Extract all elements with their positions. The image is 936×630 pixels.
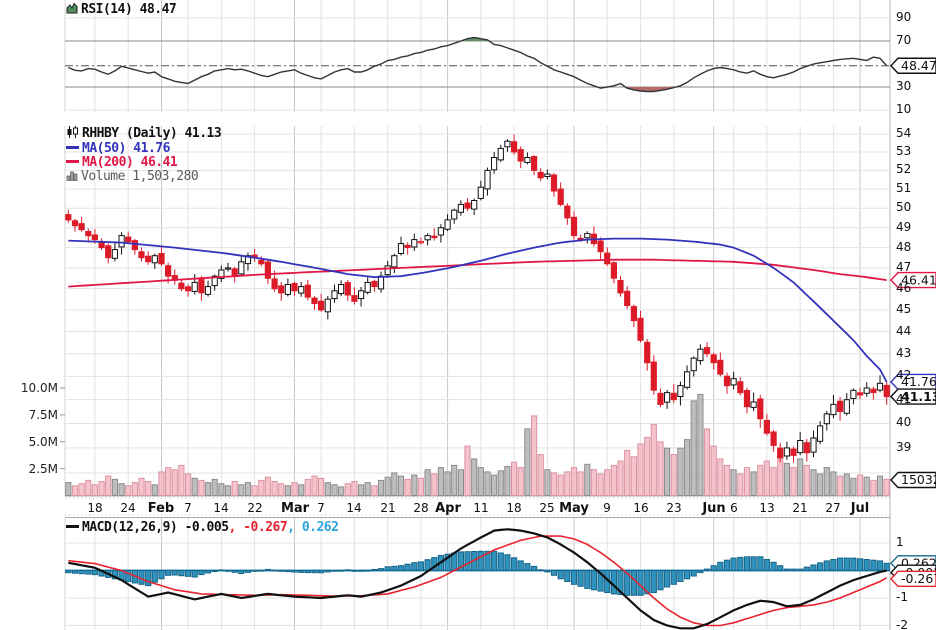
ma50-legend-label: MA(50) 41.76 bbox=[82, 141, 170, 156]
ma200-line-icon bbox=[66, 160, 79, 163]
rsi-legend: RSI(14) 48.47 bbox=[66, 2, 177, 18]
macd-signal-tag bbox=[890, 570, 936, 588]
volume-axis-label: 2.5M bbox=[28, 462, 58, 476]
price-axis-label: 39 bbox=[896, 440, 912, 454]
price-axis-label: 53 bbox=[896, 144, 912, 158]
x-axis-month-label: May bbox=[559, 501, 589, 516]
price-axis-label: 42 bbox=[896, 368, 912, 382]
price-axis-label: 45 bbox=[896, 302, 912, 316]
macd-axis-label: -1 bbox=[896, 590, 908, 604]
macd-legend: MACD(12,26,9) -0.005, -0.267, 0.262 bbox=[66, 520, 339, 535]
rsi-axis-label: 10 bbox=[896, 102, 912, 116]
macd-line bbox=[68, 528, 887, 630]
volume-bars bbox=[65, 393, 890, 497]
price-axis-label: 43 bbox=[896, 346, 912, 360]
price-axis-label: 44 bbox=[896, 324, 912, 338]
rsi-axis-label: 30 bbox=[896, 79, 912, 93]
rsi-panel bbox=[65, 36, 890, 93]
ma50-line bbox=[68, 237, 888, 383]
macd-legend-main: MACD(12,26,9) -0.005 bbox=[82, 520, 229, 535]
volume-value-tag bbox=[890, 471, 936, 489]
candlestick-icon bbox=[66, 126, 79, 142]
x-axis-month-label: Jul bbox=[850, 501, 870, 516]
x-axis-day-label: 13 bbox=[759, 501, 775, 515]
price-axis-label: 46 bbox=[896, 281, 912, 295]
x-axis-month-label: Feb bbox=[147, 501, 175, 516]
price-axis-label: 49 bbox=[896, 220, 912, 234]
ma50-legend: MA(50) 41.76 bbox=[66, 142, 170, 156]
x-axis-day-label: 22 bbox=[247, 501, 263, 515]
x-axis-month-label: Mar bbox=[280, 501, 310, 516]
volume-legend: Volume 1,503,280 bbox=[66, 169, 199, 185]
ma50-value-tag bbox=[890, 373, 936, 391]
x-axis-day-label: 14 bbox=[346, 501, 362, 515]
volume-bars-icon bbox=[66, 170, 78, 185]
symbol-legend: RHHBY (Daily) 41.13 bbox=[66, 126, 222, 142]
ma50-line-icon bbox=[66, 146, 79, 149]
x-axis-day-label: 6 bbox=[730, 501, 738, 515]
last-price-tag bbox=[890, 388, 936, 405]
price-axis-label: 54 bbox=[896, 126, 912, 140]
rsi-legend-label: RSI(14) 48.47 bbox=[81, 2, 177, 17]
macd-axis-label: -2 bbox=[896, 618, 908, 630]
ma50-value-tag-text: 41.76 bbox=[901, 374, 936, 389]
macd-legend-hist: , 0.262 bbox=[287, 520, 339, 535]
x-axis-day-label: 25 bbox=[539, 501, 555, 515]
x-axis-month-label: Apr bbox=[435, 501, 461, 516]
x-axis-day-label: 7 bbox=[184, 501, 192, 515]
x-axis-month-label: Jun bbox=[702, 501, 726, 516]
x-axis-day-label: 23 bbox=[666, 501, 682, 515]
last-price-tag-text: 41.13 bbox=[901, 389, 936, 404]
x-axis-day-label: 9 bbox=[603, 501, 611, 515]
volume-axis-label: 10.0M bbox=[20, 381, 58, 395]
rsi-axis-label: 90 bbox=[896, 10, 912, 24]
price-axis-label: 40 bbox=[896, 415, 912, 429]
macd-line-icon bbox=[66, 525, 79, 528]
x-axis-day-label: 7 bbox=[317, 501, 325, 515]
volume-axis-label: 7.5M bbox=[28, 408, 58, 422]
macd-signal-tag-text: -0.267 bbox=[901, 571, 936, 586]
x-axis-day-label: 21 bbox=[380, 501, 396, 515]
rsi-value-tag-text: 48.47 bbox=[901, 58, 936, 73]
price-axis-label: 51 bbox=[896, 181, 912, 195]
macd-legend-signal: , -0.267 bbox=[228, 520, 288, 535]
grid bbox=[60, 0, 891, 630]
price-axis-label: 48 bbox=[896, 240, 912, 254]
rsi-value-tag bbox=[890, 57, 936, 74]
ma200-value-tag bbox=[890, 271, 936, 289]
ma200-legend: MA(200) 46.41 bbox=[66, 155, 178, 170]
price-axis-label: 41 bbox=[896, 392, 912, 406]
rsi-axis-label: 70 bbox=[896, 33, 912, 47]
price-axis-label: 52 bbox=[896, 162, 912, 176]
price-axis-label: 47 bbox=[896, 260, 912, 274]
macd-panel bbox=[65, 528, 890, 630]
volume-axis-label: 5.0M bbox=[28, 435, 58, 449]
x-axis-day-label: 18 bbox=[506, 501, 522, 515]
x-axis-day-label: 18 bbox=[87, 501, 103, 515]
x-axis-day-label: 21 bbox=[792, 501, 808, 515]
candles bbox=[65, 134, 890, 463]
ma200-legend-label: MA(200) 46.41 bbox=[82, 155, 178, 170]
x-axis-day-label: 11 bbox=[473, 501, 489, 515]
price-axis-label: 50 bbox=[896, 200, 912, 214]
x-axis-day-label: 14 bbox=[213, 501, 229, 515]
rsi-line bbox=[68, 36, 888, 93]
macd-axis-label: 1 bbox=[896, 535, 904, 549]
volume-value-tag-text: 15032 bbox=[901, 472, 936, 487]
x-axis-day-label: 24 bbox=[120, 501, 136, 515]
volume-legend-label: Volume 1,503,280 bbox=[81, 169, 199, 184]
x-axis-day-label: 27 bbox=[825, 501, 841, 515]
value-tags: 48.4746.4141.7641.13150320.262-0.005-0.2… bbox=[890, 57, 936, 588]
x-axis-day-label: 16 bbox=[633, 501, 649, 515]
symbol-legend-label: RHHBY (Daily) 41.13 bbox=[82, 126, 222, 141]
macd-signal-line bbox=[68, 535, 888, 627]
ma200-line bbox=[68, 258, 887, 288]
x-axis-day-label: 28 bbox=[413, 501, 429, 515]
rsi-area-icon bbox=[66, 2, 78, 18]
ma200-value-tag-text: 46.41 bbox=[901, 272, 936, 287]
